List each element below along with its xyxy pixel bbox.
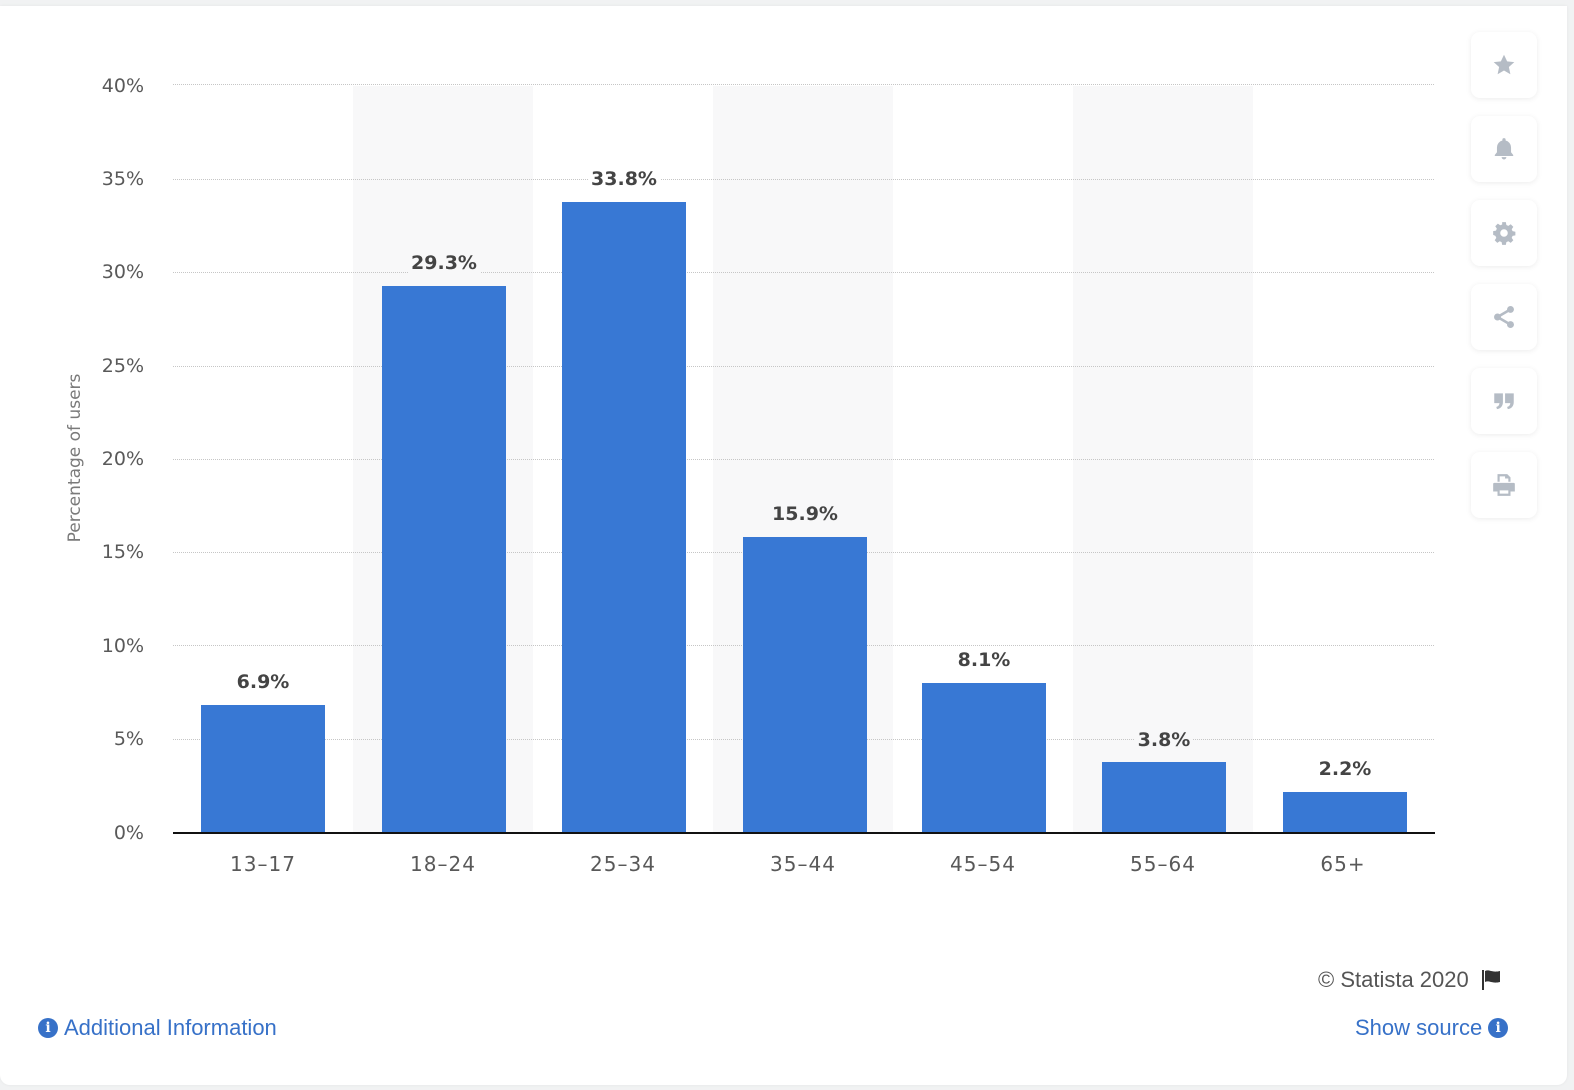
- y-tick-label: 40%: [101, 75, 144, 97]
- star-icon: [1493, 54, 1515, 75]
- bar-18-24[interactable]: [382, 286, 506, 833]
- y-tick-label: 5%: [113, 728, 144, 750]
- value-label: 33.8%: [554, 168, 694, 190]
- value-label: 8.1%: [914, 649, 1054, 671]
- gridline: [173, 272, 1434, 273]
- info-icon: i: [1488, 1018, 1509, 1038]
- value-label: 29.3%: [374, 252, 514, 274]
- gear-icon: [1493, 222, 1516, 245]
- bar-55-64[interactable]: [1102, 762, 1226, 833]
- x-tick-label: 65+: [1320, 852, 1366, 876]
- y-tick-label: 20%: [101, 448, 144, 470]
- copyright-text: © Statista 2020: [1318, 967, 1469, 992]
- x-tick-label: 25–34: [590, 852, 656, 876]
- show-source-label: Show source: [1355, 1015, 1483, 1040]
- copyright: © Statista 2020: [1318, 967, 1503, 993]
- y-tick-label: 30%: [101, 261, 144, 283]
- print-icon: [1493, 474, 1515, 496]
- x-tick-label: 13–17: [230, 852, 296, 876]
- bar-45-54[interactable]: [922, 683, 1046, 833]
- share-button[interactable]: [1471, 284, 1537, 350]
- notification-button[interactable]: [1471, 116, 1537, 182]
- gridline: [173, 179, 1434, 180]
- value-label: 2.2%: [1275, 758, 1415, 780]
- bar-25-34[interactable]: [562, 202, 686, 833]
- share-icon: [1494, 305, 1514, 329]
- show-source-link[interactable]: Show source i: [1355, 1015, 1509, 1041]
- y-axis-label: Percentage of users: [65, 373, 85, 543]
- x-tick-label: 45–54: [950, 852, 1016, 876]
- y-tick-label: 35%: [101, 168, 144, 190]
- bell-icon: [1494, 138, 1514, 160]
- print-button[interactable]: [1471, 452, 1537, 518]
- cite-button[interactable]: [1471, 368, 1537, 434]
- additional-information-link[interactable]: i Additional Information: [38, 1015, 277, 1041]
- quote-icon: [1494, 393, 1514, 410]
- additional-information-label: Additional Information: [64, 1015, 277, 1040]
- value-label: 15.9%: [735, 503, 875, 525]
- gridline: [173, 459, 1434, 460]
- x-axis-line: [173, 832, 1435, 834]
- info-icon: i: [38, 1018, 58, 1038]
- x-tick-label: 35–44: [770, 852, 836, 876]
- bar-13-17[interactable]: [201, 705, 325, 833]
- settings-button[interactable]: [1471, 200, 1537, 266]
- y-tick-label: 15%: [101, 541, 144, 563]
- x-tick-label: 18–24: [410, 852, 476, 876]
- gridline: [173, 84, 1434, 85]
- gridline: [173, 366, 1434, 367]
- value-label: 3.8%: [1094, 729, 1234, 751]
- flag-icon[interactable]: [1479, 968, 1503, 992]
- bar-35-44[interactable]: [743, 537, 867, 833]
- y-tick-label: 10%: [101, 635, 144, 657]
- bar-65-plus[interactable]: [1283, 792, 1407, 833]
- y-tick-label: 0%: [113, 822, 144, 844]
- favorite-button[interactable]: [1471, 32, 1537, 98]
- value-label: 6.9%: [193, 671, 333, 693]
- x-tick-label: 55–64: [1130, 852, 1196, 876]
- y-tick-label: 25%: [101, 355, 144, 377]
